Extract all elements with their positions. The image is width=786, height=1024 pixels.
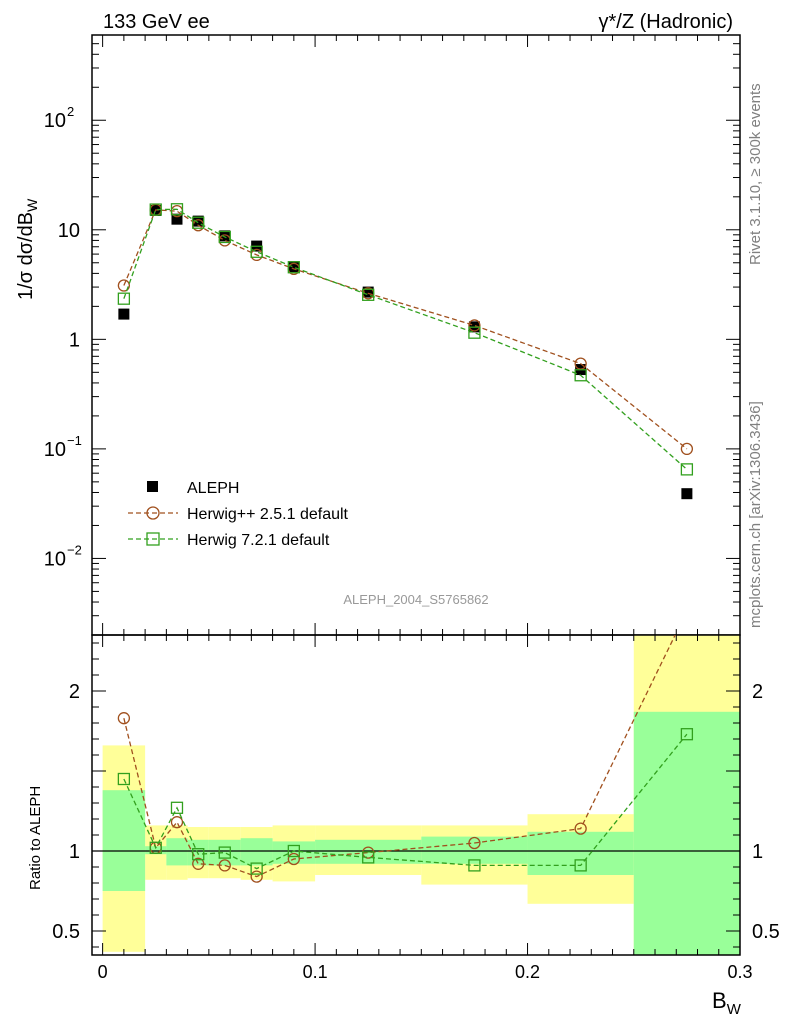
mc-point-herwig7 xyxy=(362,288,375,301)
ratio-point-herwig7 xyxy=(218,846,231,859)
ratio-panel: 0 0.1 0.2 0.30.5 0.51 12 2 xyxy=(52,634,780,982)
legend-marker-herwig7 xyxy=(146,532,160,546)
data-point-aleph xyxy=(219,230,231,242)
band-inner-2 xyxy=(166,838,188,866)
band-inner-1 xyxy=(145,846,167,855)
ratio-point-herwig7 xyxy=(250,862,263,875)
ratio-y-tick-label-right: 2 xyxy=(752,681,763,703)
y-tick-label-exponent: −2 xyxy=(67,542,82,557)
mc-point-herwig7 xyxy=(218,230,231,244)
ratio-point-herwig7 xyxy=(680,728,694,741)
ratio-y-tick-label: 0.5 xyxy=(52,921,80,943)
mc-point-herwig7 xyxy=(192,216,205,229)
ratio-point-herwigpp xyxy=(250,870,263,883)
main-y-axis-label-text: 1/σ dσ/dB xyxy=(15,212,37,300)
ratio-series-herwig7 xyxy=(117,728,694,875)
ratio-point-herwigpp xyxy=(574,822,587,835)
mc-point-herwig7 xyxy=(250,245,263,258)
ratio-y-tick-label-right: 1 xyxy=(752,841,763,863)
y-tick-label-exponent: 2 xyxy=(67,104,74,119)
x-tick-label: 0.1 xyxy=(303,962,328,982)
mcplots-label: mcplots.cern.ch [arXiv:1306.3436] xyxy=(747,401,764,628)
x-tick-label: 0.2 xyxy=(515,962,540,982)
ratio-point-herwigpp xyxy=(468,836,481,850)
ratio-point-herwigpp xyxy=(117,712,131,725)
data-point-aleph xyxy=(288,261,300,273)
legend-marker-herwigpp xyxy=(146,506,160,520)
mc-point-herwig7 xyxy=(117,292,131,305)
y-tick-label: 10 xyxy=(44,439,66,461)
analysis-id-label: ALEPH_2004_S5765862 xyxy=(343,592,488,607)
mc-point-herwigpp xyxy=(468,319,481,332)
ratio-line-herwig7 xyxy=(123,733,688,870)
x-tick-label: 0.3 xyxy=(727,962,752,982)
mc-point-herwigpp xyxy=(680,442,694,456)
ratio-point-herwigpp xyxy=(218,859,231,872)
header-right-title: γ*/Z (Hadronic) xyxy=(599,11,733,33)
data-point-aleph xyxy=(118,308,130,320)
y-tick-label: 10 xyxy=(44,110,66,132)
band-inner-6 xyxy=(272,841,316,864)
mc-point-herwig7 xyxy=(170,203,184,216)
ratio-y-tick-label-right: 0.5 xyxy=(752,921,780,943)
band-inner-10 xyxy=(633,711,740,955)
mc-point-herwig7 xyxy=(149,203,162,216)
ratio-point-herwigpp xyxy=(287,852,300,866)
band-inner-9 xyxy=(527,831,634,875)
ratio-frame xyxy=(91,634,741,956)
band-inner-3 xyxy=(187,839,209,866)
ratio-y-tick-label: 1 xyxy=(69,841,80,863)
x-axis-label: BW xyxy=(712,988,742,1018)
main-y-axis-label: 1/σ dσ/dBW xyxy=(15,198,40,300)
ratio-point-herwigpp xyxy=(170,816,184,829)
legend-label-aleph: ALEPH xyxy=(187,480,239,497)
ratio-point-herwig7 xyxy=(149,841,162,854)
ratio-point-herwig7 xyxy=(192,848,205,861)
ratio-y-axis-label: Ratio to ALEPH xyxy=(27,786,44,890)
mc-point-herwigpp xyxy=(117,279,131,292)
legend-label-herwigpp: Herwig++ 2.5.1 default xyxy=(187,506,349,523)
data-point-aleph xyxy=(362,286,374,298)
ratio-point-herwig7 xyxy=(574,859,587,872)
ratio-line-herwigpp xyxy=(123,635,676,878)
legend-marker-aleph xyxy=(147,481,158,492)
ratio-point-herwig7 xyxy=(170,801,184,814)
y-tick-label: 1 xyxy=(69,329,80,351)
data-point-aleph xyxy=(681,488,693,500)
main-y-axis-label-sub: W xyxy=(24,198,40,212)
ratio-point-herwig7 xyxy=(468,859,481,872)
band-inner-5 xyxy=(240,838,273,866)
rivet-version-label: Rivet 3.1.10, ≥ 300k events xyxy=(747,83,764,265)
legend-label-herwig7: Herwig 7.2.1 default xyxy=(187,532,330,549)
legend: ALEPH Herwig++ 2.5.1 default Herwig 7.2.… xyxy=(128,480,349,549)
ratio-point-herwig7 xyxy=(287,844,300,858)
series-line-herwig7 xyxy=(123,208,688,470)
mc-point-herwig7 xyxy=(468,326,481,339)
mc-point-herwig7 xyxy=(287,261,300,274)
x-tick-label: 0 xyxy=(98,962,108,982)
mc-point-herwig7 xyxy=(574,369,587,382)
header-left-title: 133 GeV ee xyxy=(103,11,210,33)
data-point-aleph xyxy=(192,215,204,227)
y-tick-label: 10 xyxy=(44,548,66,570)
y-tick-label: 10 xyxy=(58,220,80,242)
ratio-point-herwig7 xyxy=(117,772,131,786)
ratio-y-tick-label: 2 xyxy=(69,681,80,703)
ratio-point-herwig7 xyxy=(362,851,375,864)
mc-point-herwig7 xyxy=(680,463,694,476)
band-inner-4 xyxy=(208,839,241,866)
series-line-herwigpp xyxy=(123,209,688,450)
data-point-aleph xyxy=(171,213,183,225)
band-inner-0 xyxy=(102,790,146,891)
ratio-point-herwigpp xyxy=(192,857,205,870)
y-tick-label-exponent: −1 xyxy=(67,433,82,448)
